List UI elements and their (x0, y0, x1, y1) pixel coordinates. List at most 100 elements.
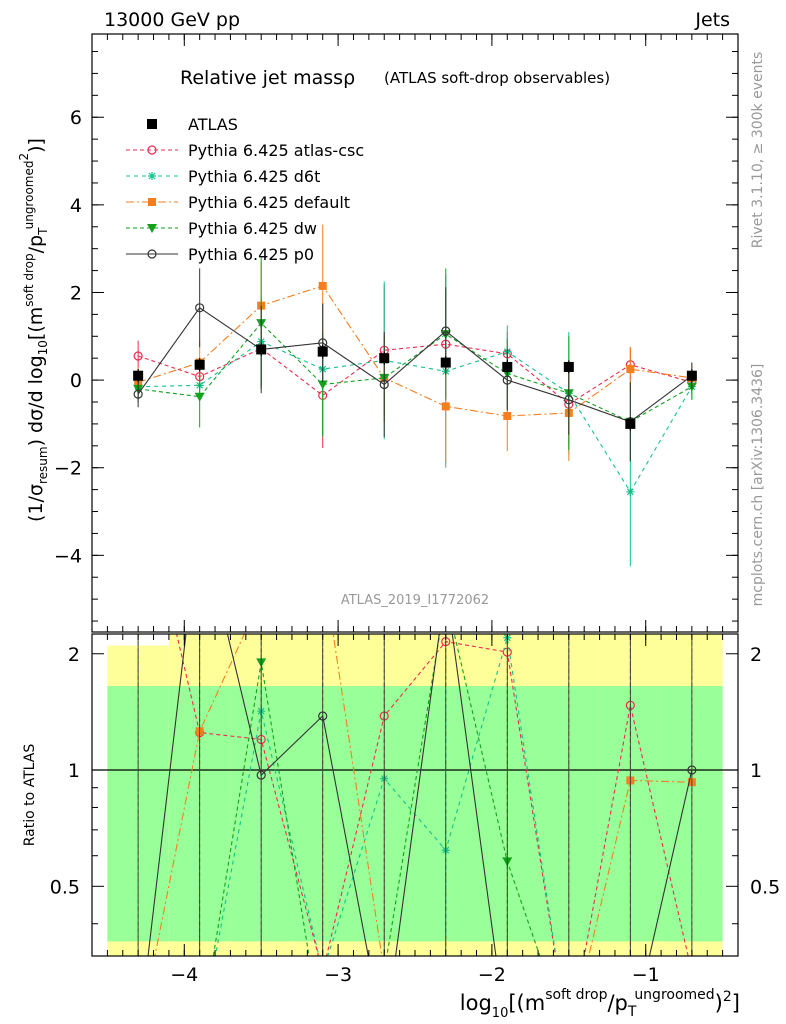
data-point (317, 346, 328, 357)
data-point (317, 380, 328, 390)
axes: −4 −3 −2 −1 −4 −2 0 2 4 6 0.5 0.5 1 1 2 2 (50, 33, 780, 986)
y-tick-label: −2 (54, 458, 82, 480)
energy-label: 13000 GeV pp (104, 9, 241, 31)
ratio-line (212, 634, 541, 956)
y-tick-label: −4 (54, 545, 82, 567)
data-point (563, 361, 574, 372)
ratio-point (380, 968, 388, 976)
ratio-y-tick-label-right: 1 (750, 760, 762, 782)
ratio-point (318, 711, 328, 721)
ratio-point (257, 593, 265, 601)
ratio-point (196, 514, 204, 522)
ratio-point (688, 968, 696, 976)
series-line (138, 322, 693, 423)
legend-label: Pythia 6.425 default (188, 193, 350, 212)
analysis-id: ATLAS_2019_I1772062 (341, 593, 489, 608)
data-point (503, 412, 512, 421)
series-line (137, 285, 692, 417)
y-axis-title: (1/σresum) dσ/d log10[(msoft drop/pTungr… (17, 138, 50, 522)
series-3 (133, 257, 697, 462)
x-axis-title: log10[(msoft drop/pTungroomed)2] (460, 987, 740, 1021)
y-tick-label: 6 (70, 107, 82, 129)
data-point (133, 389, 143, 399)
main-series (133, 224, 697, 567)
ratio-line (176, 634, 689, 956)
chart-title: Relative jet massρ (180, 67, 355, 89)
ratio-y-tick-label-left: 0.5 (50, 876, 80, 898)
legend-label: Pythia 6.425 d6t (188, 167, 320, 186)
legend-entry: ATLAS (147, 115, 238, 134)
chart-subtitle: (ATLAS soft-drop observables) (384, 69, 610, 87)
data-point (194, 359, 205, 370)
main-title: Relative jet massρ (ATLAS soft-drop obse… (180, 67, 610, 89)
legend-label: ATLAS (188, 115, 238, 134)
series-line (137, 343, 693, 405)
data-point (133, 351, 143, 361)
legend-label: Pythia 6.425 dw (188, 219, 317, 238)
data-point (379, 353, 390, 364)
legend-marker (147, 224, 157, 233)
ratio-series (92, 465, 738, 977)
data-point (564, 395, 574, 405)
x-tick-label: −1 (632, 964, 660, 986)
reference-label: mcplots.cern.ch [arXiv:1306.3436] (750, 364, 766, 607)
ratio-y-tick-label-left: 2 (68, 644, 80, 666)
y-tick-label: 2 (70, 282, 82, 304)
page-header: 13000 GeV pp Jets (0, 0, 786, 36)
ratio-y-tick-label-left: 1 (68, 760, 80, 782)
ratio-series-4 (137, 514, 697, 956)
legend-entry: Pythia 6.425 dw (126, 219, 317, 238)
data-point (379, 379, 389, 390)
ratio-point (687, 765, 697, 775)
data-point (440, 357, 451, 368)
data-point (256, 344, 267, 355)
ratio-point (379, 968, 389, 977)
data-point (686, 370, 697, 381)
legend-entry: Pythia 6.425 default (126, 193, 350, 212)
ratio-line (154, 634, 692, 956)
legend-marker (147, 145, 157, 155)
data-point (133, 370, 144, 381)
atlas-data (133, 342, 697, 431)
legend-marker (148, 172, 156, 180)
legend-label: Pythia 6.425 p0 (188, 245, 314, 264)
x-tick-label: −3 (324, 964, 352, 986)
legend-marker (147, 249, 157, 259)
data-point (502, 361, 513, 372)
legend-marker (147, 119, 157, 129)
series-4 (133, 268, 697, 462)
y-tick-label: 4 (70, 195, 82, 217)
legend-entry: Pythia 6.425 p0 (126, 245, 314, 264)
data-point (441, 326, 451, 336)
data-point (626, 487, 635, 496)
ratio-point (442, 582, 450, 590)
legend-entry: Pythia 6.425 d6t (126, 167, 320, 186)
legend-marker (148, 198, 156, 206)
x-tick-label: −4 (170, 964, 198, 986)
data-point (441, 402, 450, 411)
legend: ATLAS Pythia 6.425 atlas-csc Pythia 6.425 … (126, 115, 364, 264)
x-tick-label: −2 (478, 964, 506, 986)
data-point (626, 365, 635, 374)
data-point (625, 418, 636, 429)
ratio-point (319, 561, 327, 569)
data-point (502, 375, 512, 385)
generator-info: Rivet 3.1.10, ≥ 300k events (750, 52, 766, 249)
data-point (318, 281, 327, 290)
ratio-y-axis-title: Ratio to ATLAS (22, 744, 38, 847)
legend-entry: Pythia 6.425 atlas-csc (126, 141, 364, 160)
ratio-point (134, 465, 142, 473)
y-tick-label: 0 (70, 370, 82, 392)
data-point (194, 392, 205, 402)
process-label: Jets (695, 9, 730, 31)
ratio-y-tick-label-right: 2 (750, 644, 762, 666)
ratio-point (256, 770, 266, 780)
series-line (138, 340, 693, 493)
ratio-line (147, 634, 693, 956)
ratio-y-tick-label-right: 0.5 (750, 876, 780, 898)
legend-label: Pythia 6.425 atlas-csc (188, 141, 364, 160)
series-1 (134, 274, 696, 567)
series-line (137, 307, 693, 423)
data-point (195, 303, 205, 313)
